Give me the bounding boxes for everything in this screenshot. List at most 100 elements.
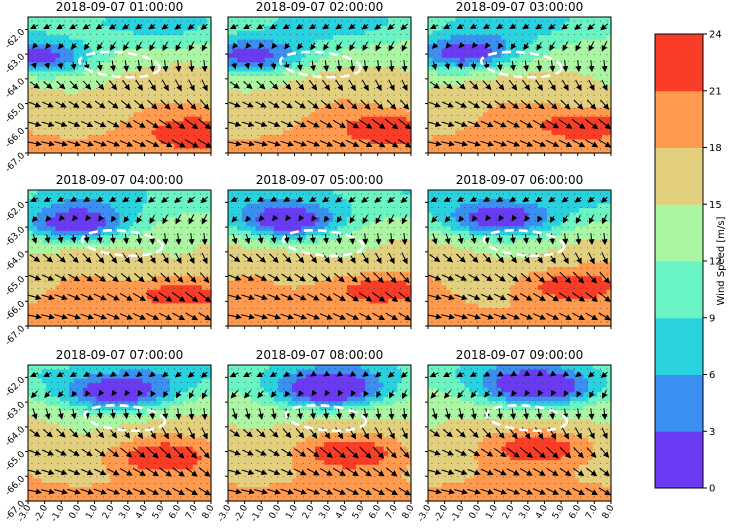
contour-cell xyxy=(565,80,570,85)
grid-dot xyxy=(264,41,265,42)
contour-cell xyxy=(165,99,170,104)
contour-cell xyxy=(515,53,520,58)
contour-cell xyxy=(533,112,538,117)
contour-cell xyxy=(397,17,402,22)
grid-dot xyxy=(187,81,188,82)
grid-dot xyxy=(116,47,117,48)
contour-cell xyxy=(342,17,347,22)
contour-cell xyxy=(455,117,460,122)
contour-cell xyxy=(370,49,375,54)
grid-dot xyxy=(70,68,71,69)
contour-cell xyxy=(237,22,242,27)
contour-cell xyxy=(370,71,375,76)
grid-dot xyxy=(303,101,304,102)
contour-cell xyxy=(574,108,579,113)
contour-cell xyxy=(292,144,297,149)
grid-dot xyxy=(257,34,258,35)
contour-cell xyxy=(428,49,433,54)
contour-cell xyxy=(269,85,274,90)
contour-cell xyxy=(193,90,198,95)
contour-cell xyxy=(533,67,538,72)
grid-dot xyxy=(270,41,271,42)
grid-dot xyxy=(135,21,136,22)
contour-cell xyxy=(529,112,534,117)
contour-cell xyxy=(352,35,357,40)
contour-cell xyxy=(228,49,233,54)
grid-dot xyxy=(77,21,78,22)
grid-dot xyxy=(303,61,304,62)
contour-cell xyxy=(87,80,92,85)
grid-dot xyxy=(155,101,156,102)
contour-cell xyxy=(451,67,456,72)
contour-cell xyxy=(269,94,274,99)
contour-cell xyxy=(433,130,438,135)
grid-dot xyxy=(355,54,356,55)
contour-cell xyxy=(65,58,70,63)
grid-dot xyxy=(174,27,175,28)
grid-dot xyxy=(432,88,433,89)
grid-dot xyxy=(368,115,369,116)
contour-cell xyxy=(69,49,74,54)
contour-cell xyxy=(28,62,33,67)
grid-dot xyxy=(174,34,175,35)
contour-cell xyxy=(170,67,175,72)
contour-cell xyxy=(106,76,111,81)
contour-cell xyxy=(469,53,474,58)
contour-cell xyxy=(78,22,83,27)
contour-cell xyxy=(428,44,433,49)
contour-cell xyxy=(233,35,238,40)
grid-dot xyxy=(116,27,117,28)
grid-dot xyxy=(270,115,271,116)
contour-cell xyxy=(446,90,451,95)
grid-dot xyxy=(38,122,39,123)
contour-cell xyxy=(260,58,265,63)
contour-cell xyxy=(301,117,306,122)
contour-cell xyxy=(283,71,288,76)
grid-dot xyxy=(32,21,33,22)
grid-dot xyxy=(394,149,395,150)
contour-cell xyxy=(533,58,538,63)
contour-cell xyxy=(51,62,56,67)
grid-dot xyxy=(174,47,175,48)
contour-cell xyxy=(74,99,79,104)
contour-cell xyxy=(570,112,575,117)
contour-cell xyxy=(170,31,175,36)
grid-dot xyxy=(329,135,330,136)
grid-dot xyxy=(109,21,110,22)
grid-dot xyxy=(77,115,78,116)
grid-dot xyxy=(394,135,395,136)
grid-dot xyxy=(381,61,382,62)
contour-cell xyxy=(42,58,47,63)
contour-cell xyxy=(329,26,334,31)
grid-dot xyxy=(303,108,304,109)
contour-cell xyxy=(83,126,88,131)
contour-cell xyxy=(179,76,184,81)
contour-cell xyxy=(320,53,325,58)
contour-cell xyxy=(469,90,474,95)
contour-cell xyxy=(460,130,465,135)
contour-cell xyxy=(260,112,265,117)
contour-cell xyxy=(520,135,525,140)
contour-cell xyxy=(283,76,288,81)
grid-dot xyxy=(407,34,408,35)
contour-cell xyxy=(37,99,42,104)
grid-dot xyxy=(135,34,136,35)
grid-dot xyxy=(187,115,188,116)
contour-cell xyxy=(46,35,51,40)
contour-cell xyxy=(593,99,598,104)
grid-dot xyxy=(348,108,349,109)
contour-cell xyxy=(584,40,589,45)
grid-dot xyxy=(57,54,58,55)
contour-cell xyxy=(542,58,547,63)
grid-dot xyxy=(407,122,408,123)
contour-cell xyxy=(306,85,311,90)
contour-cell xyxy=(515,26,520,31)
grid-dot xyxy=(109,34,110,35)
contour-cell xyxy=(433,99,438,104)
contour-cell xyxy=(237,135,242,140)
contour-cell xyxy=(33,90,38,95)
grid-dot xyxy=(329,122,330,123)
contour-cell xyxy=(552,53,557,58)
contour-cell xyxy=(428,58,433,63)
contour-cell xyxy=(520,103,525,108)
